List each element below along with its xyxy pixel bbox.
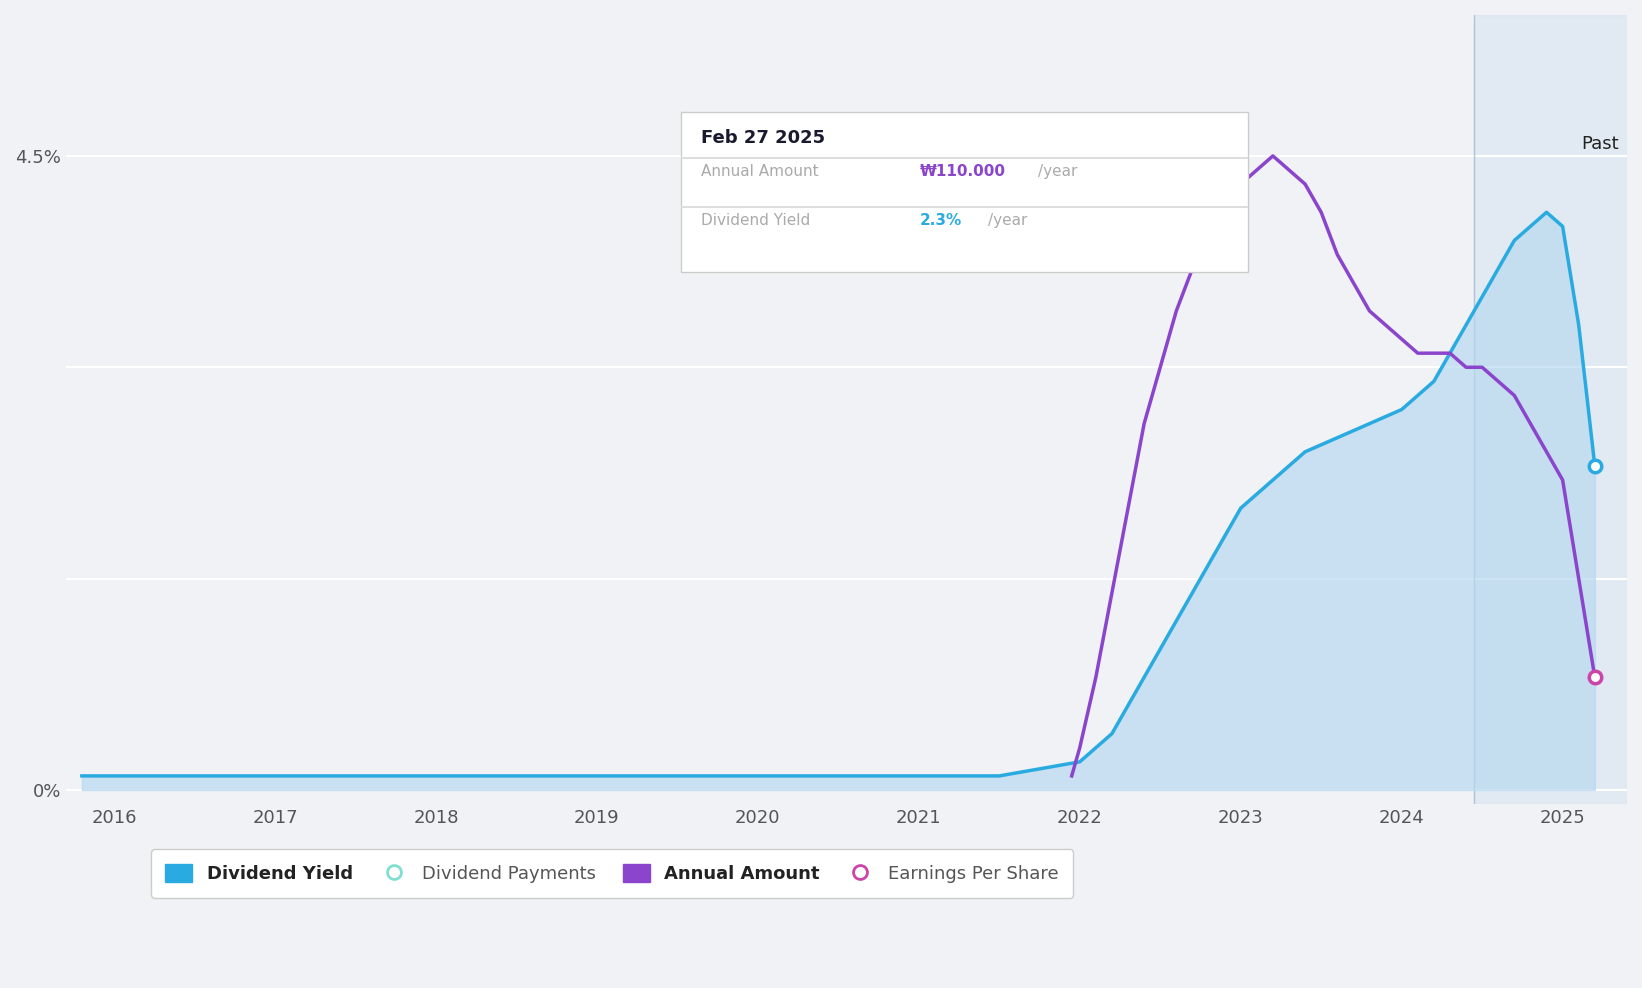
Legend: Dividend Yield, Dividend Payments, Annual Amount, Earnings Per Share: Dividend Yield, Dividend Payments, Annua… (151, 850, 1074, 898)
Text: Past: Past (1581, 134, 1619, 153)
Text: /year: /year (988, 213, 1028, 228)
Text: Feb 27 2025: Feb 27 2025 (701, 129, 826, 147)
Text: Dividend Yield: Dividend Yield (701, 213, 811, 228)
Text: Annual Amount: Annual Amount (701, 164, 819, 179)
Bar (1475, 15, 1627, 804)
Text: ₩110.000: ₩110.000 (920, 164, 1005, 179)
Text: /year: /year (1038, 164, 1077, 179)
FancyBboxPatch shape (681, 112, 1248, 272)
Bar (681, 206, 1248, 208)
Text: 2.3%: 2.3% (920, 213, 962, 228)
Bar (681, 157, 1248, 159)
